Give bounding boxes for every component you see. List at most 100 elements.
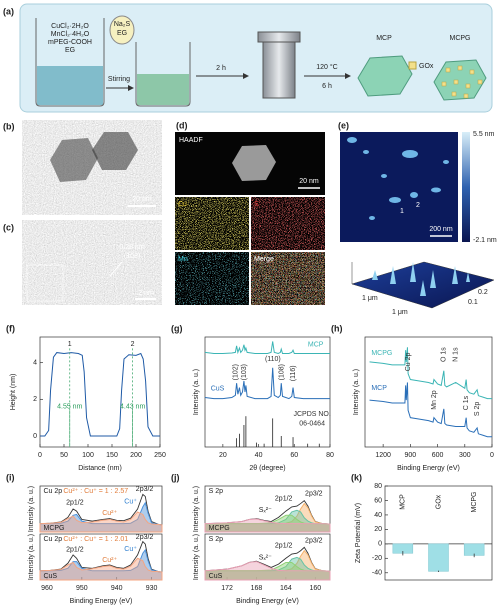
annotation: Cu²⁺ : Cu⁺ = 1 : 2.01	[63, 536, 128, 543]
series-line	[204, 341, 330, 355]
category-label: MCP	[400, 494, 407, 510]
colorbar-min: -2.1 nm	[473, 237, 497, 244]
panel-label: (e)	[338, 120, 349, 130]
x-axis-label: Binding Energy (eV)	[397, 465, 460, 472]
plot-frame	[364, 336, 493, 448]
scale-label: 20 nm	[132, 196, 152, 203]
point-label: 1	[400, 208, 404, 215]
y-axis-label: Intensity (a. u.)	[28, 534, 35, 580]
surface-axis: 1 μm	[392, 309, 408, 316]
category-label: MCPG	[471, 492, 478, 513]
annotation: (102)	[233, 364, 240, 380]
annotation: MCPG	[43, 525, 64, 532]
series-line	[369, 382, 492, 438]
legend-label: CuS	[211, 386, 225, 393]
annotation: O 1s	[441, 347, 448, 362]
vial	[109, 15, 135, 45]
scale-label: 200 nm	[429, 226, 453, 233]
bar	[428, 543, 449, 572]
x-axis-label: Distance (nm)	[78, 465, 122, 472]
series-line	[204, 367, 330, 400]
x-tick-label: 100	[82, 452, 94, 459]
map-label: Mn	[178, 256, 188, 263]
lattice-mark	[109, 261, 123, 277]
x-tick-label: 900	[405, 452, 417, 459]
annotation: S 2p	[209, 488, 224, 495]
hrtem-image	[22, 220, 162, 305]
product-label: MCPG	[450, 35, 471, 42]
y-axis-label: Intensity (a. u.)	[193, 486, 200, 532]
legend-label: MCP	[308, 342, 324, 349]
x-tick-label: 168	[251, 585, 263, 592]
x-tick-label: 1200	[375, 452, 391, 459]
annotation: (110)	[265, 356, 281, 363]
y-tick-label: 60	[374, 497, 382, 504]
inset	[26, 264, 64, 302]
surface-axis: 1 μm	[362, 295, 378, 302]
particle	[50, 138, 98, 182]
annotation: Cu²⁺	[102, 510, 117, 517]
annotation: 4.43 nm	[120, 404, 145, 411]
panel-label: (j)	[171, 472, 180, 482]
panel-label: (h)	[331, 323, 343, 333]
step-label: 2 h	[216, 65, 226, 72]
x-tick-label: 80	[326, 452, 334, 459]
x-tick-label: 172	[221, 585, 233, 592]
x-tick-label: 930	[146, 585, 158, 592]
eds-map-cu	[175, 197, 249, 250]
surface-axis: 0.2	[478, 289, 488, 296]
afm-peaks	[372, 262, 470, 296]
panel-label: (i)	[6, 472, 15, 482]
y-tick-label: 2	[33, 396, 37, 403]
additive: Na₂S	[114, 21, 131, 28]
x-tick-label: 0	[38, 452, 42, 459]
eds-map-merge	[251, 252, 325, 305]
x-tick-label: 160	[309, 585, 321, 592]
y-axis-label: Intensity (a. u.)	[28, 486, 35, 532]
legend-label: MCPG	[371, 350, 392, 357]
point-label: 2	[416, 202, 420, 209]
series-line	[204, 561, 331, 581]
scale-label: 20 nm	[299, 178, 319, 185]
liquid	[137, 74, 189, 105]
annotation: Sₓ²⁻	[259, 554, 272, 561]
series-line	[39, 557, 163, 581]
y-tick-label: 0	[378, 541, 382, 548]
x-tick-label: 40	[255, 452, 263, 459]
panel-label: (a)	[3, 6, 14, 16]
series-line	[39, 493, 163, 526]
step-label: 120 °C	[316, 63, 337, 71]
annotation: C 1s	[463, 395, 470, 410]
annotation: 06-0464	[299, 421, 325, 428]
annotation: Cu 2p	[43, 536, 62, 543]
surface-axis: 0.1	[468, 299, 478, 306]
annotation: 2p1/2	[275, 543, 293, 550]
scale-label: 2 nm	[138, 290, 154, 297]
legend-label: MCP	[371, 385, 387, 392]
annotation: JCPDS NO.	[293, 411, 330, 418]
gox-legend	[408, 61, 417, 70]
panel-label: (d)	[176, 120, 188, 130]
category-label: GOx	[435, 494, 442, 509]
y-tick-label: 20	[374, 526, 382, 533]
series-line	[40, 352, 160, 437]
annotation: Cu 2p	[43, 488, 62, 495]
panel-label: (g)	[171, 323, 183, 333]
eds-map-s	[251, 197, 325, 250]
afm-image	[340, 132, 458, 242]
reagent: EG	[65, 47, 75, 54]
autoclave-cap	[257, 31, 301, 43]
haadf-label: HAADF	[179, 137, 203, 144]
annotation: 2p1/2	[66, 547, 84, 554]
map-label: S	[254, 201, 259, 208]
x-tick-label: 600	[432, 452, 444, 459]
eds-map-mn	[175, 252, 249, 305]
series-line	[39, 511, 163, 533]
y-axis-label: Intensity (a. u.)	[193, 534, 200, 580]
annotation: (103)	[241, 364, 248, 380]
legend-label: GOx	[419, 63, 434, 70]
x-tick-label: 940	[111, 585, 123, 592]
x-axis-label: 2θ (degree)	[249, 465, 285, 472]
